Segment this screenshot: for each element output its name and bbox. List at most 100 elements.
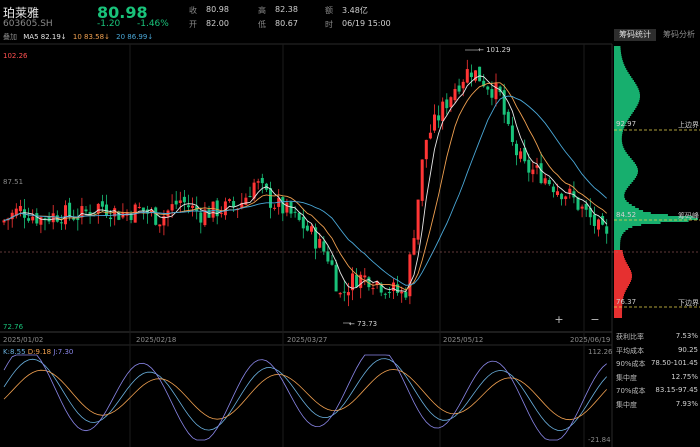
candle-body xyxy=(474,70,477,81)
chip-bar xyxy=(614,162,635,164)
chip-bar xyxy=(614,196,625,198)
tab-chip-analysis[interactable]: 筹码分析 xyxy=(663,30,695,39)
candle-body xyxy=(14,208,18,216)
chip-bar xyxy=(614,94,640,96)
chip-bar xyxy=(614,186,629,188)
chip-bar xyxy=(614,126,625,128)
chip-bar xyxy=(614,304,623,306)
chip-bar xyxy=(614,58,623,60)
chip-bar xyxy=(614,202,629,204)
chip-bar xyxy=(614,192,625,194)
candle-body xyxy=(527,159,531,173)
candle-body xyxy=(31,216,35,221)
chip-bar xyxy=(614,188,627,190)
amount-label: 额 xyxy=(325,6,333,15)
stat-value: 7.53% xyxy=(675,332,698,340)
candle-body xyxy=(2,220,6,223)
chip-bar xyxy=(614,118,629,120)
chip-bar xyxy=(614,158,632,160)
chip-bar xyxy=(614,80,634,82)
candle-body xyxy=(137,206,141,208)
candle-body xyxy=(531,169,535,175)
stat-value: 90.25 xyxy=(677,345,698,354)
stat-row: 集中度 12.75% xyxy=(614,373,700,387)
candle-body xyxy=(404,291,408,298)
low-annotation: ← 73.73 xyxy=(349,320,378,328)
chip-bar xyxy=(614,134,623,136)
candle-body xyxy=(96,203,100,213)
chip-bar xyxy=(614,294,625,296)
candle-body xyxy=(314,227,318,249)
chip-bar xyxy=(614,214,668,216)
chip-bar xyxy=(614,218,698,220)
chip-bar xyxy=(614,130,623,132)
candle-body xyxy=(428,132,432,139)
candle-body xyxy=(318,238,322,248)
chip-bar xyxy=(614,86,638,88)
chip-bar xyxy=(614,90,640,92)
chip-bar xyxy=(614,148,625,150)
chip-bar xyxy=(614,240,621,242)
chip-bar xyxy=(614,254,624,256)
chip-bar xyxy=(614,56,622,58)
chip-bar xyxy=(614,76,632,78)
candle-body xyxy=(301,216,305,229)
candle-body xyxy=(326,251,330,262)
chip-bar xyxy=(614,210,644,212)
chip-bar xyxy=(614,184,630,186)
chip-bar xyxy=(614,152,627,154)
chip-bar xyxy=(614,124,626,126)
chip-bar xyxy=(614,246,621,248)
candle-body xyxy=(461,81,465,89)
chip-bar xyxy=(614,288,627,290)
candle-body xyxy=(564,196,568,200)
chip-bar xyxy=(614,92,640,94)
current-price: 80.98 xyxy=(97,3,148,22)
candle-body xyxy=(281,197,285,214)
candle-body xyxy=(51,213,55,223)
candle-body xyxy=(584,203,588,210)
chip-tabs: 筹码统计 筹码分析 xyxy=(614,29,700,41)
candle-body xyxy=(519,151,523,159)
candle-body xyxy=(351,273,354,291)
chip-bar xyxy=(614,122,627,124)
chip-bar xyxy=(614,66,626,68)
candle-body xyxy=(109,217,113,220)
chip-bar xyxy=(614,180,634,182)
chip-bar xyxy=(614,156,630,158)
date-label-3: 2025/03/27 xyxy=(287,336,328,344)
candle-body xyxy=(191,205,195,208)
candle-body xyxy=(162,216,166,226)
low-value: 80.67 xyxy=(275,19,298,28)
chip-bar xyxy=(614,244,621,246)
chip-bar xyxy=(614,262,627,264)
kdj-j-line xyxy=(3,354,607,441)
zoom-in-button[interactable]: + xyxy=(554,313,564,326)
overlay-button[interactable]: 叠加 xyxy=(3,33,17,41)
candle-body xyxy=(248,196,252,198)
chip-bar xyxy=(614,228,629,230)
candle-body xyxy=(420,159,424,201)
tab-chip-stats[interactable]: 筹码统计 xyxy=(614,29,656,41)
candle-body xyxy=(219,212,223,214)
stat-key: 90%成本 xyxy=(616,360,646,368)
time-label: 时 xyxy=(325,20,333,29)
candle-body xyxy=(580,206,584,209)
price-change-pct: -1.46% xyxy=(137,19,169,29)
candle-body xyxy=(256,181,260,183)
time-value: 06/19 15:00 xyxy=(342,19,391,28)
candle-body xyxy=(342,291,346,293)
kdj-j: J:7.30 xyxy=(53,348,74,356)
zoom-out-button[interactable]: − xyxy=(590,313,600,326)
chip-bar xyxy=(614,316,623,318)
candle-body xyxy=(424,139,428,160)
candle-body xyxy=(478,66,482,82)
ma5-legend: MA5 82.19↓ xyxy=(23,33,67,41)
chip-bar xyxy=(614,128,624,130)
price-axis-mid: 87.51 xyxy=(3,178,24,186)
chip-bar xyxy=(614,274,632,276)
chip-bar xyxy=(614,160,634,162)
ma-lines xyxy=(3,75,608,292)
candle-body xyxy=(592,214,596,226)
candle-body xyxy=(334,264,338,292)
